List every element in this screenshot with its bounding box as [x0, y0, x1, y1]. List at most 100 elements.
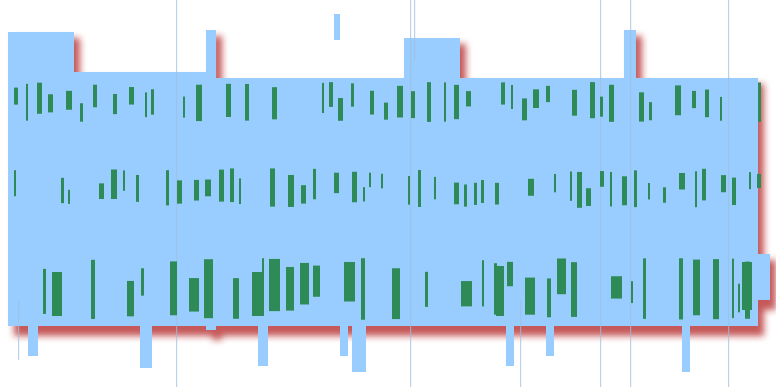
- hairline: [176, 0, 178, 387]
- hairline: [410, 0, 412, 387]
- glyph-fragment: [14, 87, 18, 105]
- glyph-fragment: [123, 170, 125, 191]
- line-layer: [18, 0, 730, 387]
- glyph-fragment: [639, 92, 644, 122]
- glyph-fragment: [609, 84, 614, 122]
- glyph-fragment: [434, 176, 436, 200]
- glyph-fragment: [464, 184, 467, 207]
- glyph-fragment: [270, 168, 275, 207]
- panel-strip: [8, 32, 74, 326]
- glyph-fragment: [418, 170, 421, 207]
- glyph-fragment: [313, 168, 316, 200]
- glyph-fragment: [749, 172, 751, 190]
- glyph-fragment: [91, 259, 95, 319]
- drip-strip: [340, 326, 348, 356]
- glyph-fragment: [705, 89, 709, 118]
- glyph-fragment: [334, 172, 339, 194]
- glyph-fragment: [643, 258, 646, 319]
- glyph-fragment: [713, 259, 719, 320]
- glyph-fragment: [695, 171, 697, 208]
- glyph-fragment: [80, 103, 83, 122]
- glyph-fragment: [151, 89, 154, 115]
- glyph-accent: [252, 272, 264, 316]
- glyph-fragment: [586, 188, 591, 207]
- glyph-fragment: [528, 178, 534, 196]
- glyph-fragment: [570, 171, 572, 201]
- panel-strip: [404, 38, 460, 326]
- drip-strip: [334, 14, 340, 40]
- drip-strip: [28, 326, 38, 356]
- glyph-fragment: [444, 82, 446, 122]
- glyph-fragment: [313, 265, 320, 297]
- glyph-fragment: [501, 82, 505, 105]
- glyph-fragment: [494, 263, 497, 315]
- glyph-fragment: [322, 82, 324, 114]
- glyph-fragment: [183, 96, 185, 118]
- glyph-fragment: [14, 170, 16, 197]
- glyph-fragment: [129, 87, 134, 105]
- glyph-fragment: [474, 182, 477, 205]
- glyph-fragment: [511, 84, 513, 110]
- glyph-fragment: [177, 180, 182, 204]
- glyph-fragment: [189, 278, 199, 312]
- glyph-fragment: [533, 89, 539, 108]
- hairline: [728, 0, 730, 387]
- glyph-fragment: [226, 83, 231, 117]
- glyph-fragment: [93, 84, 97, 108]
- glyph-fragment: [648, 182, 650, 200]
- glyph-fragment: [48, 94, 53, 113]
- glyph-fragment: [600, 96, 603, 117]
- glyph-fragment: [495, 182, 499, 205]
- glyph-fragment: [61, 177, 64, 204]
- glyph-fragment: [338, 98, 343, 121]
- glyph-fragment: [663, 187, 666, 203]
- drip-strip: [682, 326, 690, 372]
- glyph-fragment: [369, 172, 371, 188]
- glyph-fragment: [370, 90, 374, 115]
- glyph-fragment: [99, 183, 104, 199]
- glyph-fragment: [170, 261, 177, 316]
- panel-strip: [758, 254, 770, 300]
- glyph-accent: [52, 272, 62, 316]
- hairline: [520, 300, 522, 387]
- glyph-fragment: [547, 278, 551, 318]
- glyph-fragment: [300, 262, 309, 305]
- glyph-fragment: [141, 268, 144, 296]
- glyph-fragment: [288, 174, 294, 207]
- glyph-fragment: [233, 278, 239, 319]
- glyph-fragment: [351, 83, 354, 107]
- glyph-fragment: [679, 258, 683, 320]
- glyph-accent: [742, 262, 752, 310]
- glyph-fragment: [43, 268, 46, 314]
- glyph-fragment: [397, 85, 403, 118]
- glyph-fragment: [37, 82, 42, 114]
- glyph-fragment: [507, 261, 513, 287]
- glyph-fragment: [461, 281, 472, 307]
- glyph-accent: [496, 266, 504, 316]
- glyph-fragment: [692, 90, 696, 109]
- glyph-fragment: [571, 262, 577, 317]
- glyph-fragment: [600, 171, 604, 187]
- glyph-fragment: [546, 85, 550, 103]
- glyph-fragment: [720, 96, 722, 121]
- glyph-fragment: [675, 85, 681, 116]
- glyph-fragment: [454, 84, 459, 120]
- glyph-fragment: [166, 170, 169, 206]
- glyph-fragment: [136, 174, 139, 202]
- panel-layer: [8, 14, 770, 372]
- glyph-fragment: [408, 176, 410, 205]
- drip-strip: [352, 326, 366, 372]
- glyph-fragment: [577, 171, 582, 208]
- glyph-fragment: [329, 82, 333, 107]
- glyph-fragment: [145, 92, 147, 118]
- glyph-fragment: [557, 258, 566, 295]
- glyph-fragment: [127, 280, 134, 317]
- glyph-fragment: [384, 102, 388, 120]
- glyph-fragment: [693, 259, 700, 316]
- glyph-fragment: [427, 82, 431, 122]
- drip-strip: [258, 326, 268, 366]
- glyph-fragment: [68, 189, 70, 204]
- drip-strip: [506, 326, 514, 366]
- glyph-fragment: [269, 258, 280, 312]
